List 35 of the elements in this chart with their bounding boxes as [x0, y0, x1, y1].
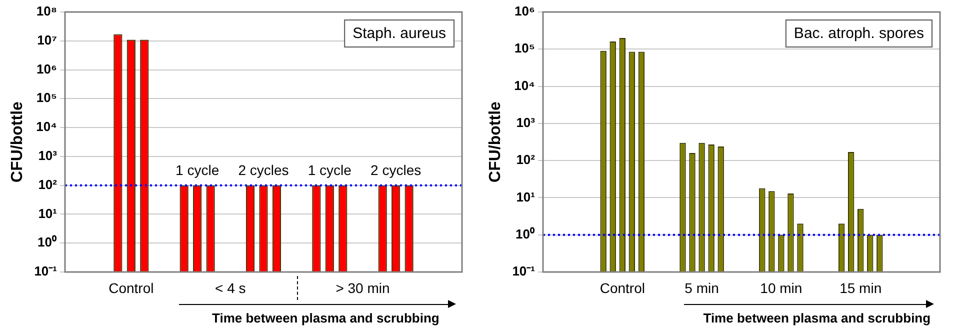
y-tick-label: 10¹ — [38, 206, 57, 221]
text: < 4 s — [215, 280, 246, 296]
x-axis-title: Time between plasma and scrubbing — [212, 310, 440, 326]
x-tick-label: Control — [108, 280, 154, 296]
y-axis-title: CFU/bottle — [9, 101, 26, 182]
y-tick-label: 10⁸ — [36, 4, 57, 19]
y-tick-label: 10³ — [38, 148, 58, 164]
y-axis-title: CFU/bottle — [487, 101, 504, 182]
annotation: 2 cycles — [238, 162, 289, 178]
annotation: 1 cycle — [308, 162, 352, 178]
y-tick-label: 10⁰ — [516, 226, 535, 242]
y-tick-label: 10² — [38, 176, 58, 192]
y-tick-label: 10⁴ — [514, 78, 535, 93]
x-axis-title: Time between plasma and scrubbing — [703, 310, 931, 326]
y-tick-label: 10⁻¹ — [34, 264, 57, 279]
annotation: 1 cycle — [176, 162, 220, 178]
y-tick-label: 10² — [516, 152, 536, 168]
y-tick-label: 10⁶ — [514, 4, 535, 19]
y-tick-label: 10⁵ — [514, 40, 535, 56]
y-tick-label: 10⁴ — [36, 119, 57, 134]
y-tick-label: 10⁶ — [36, 61, 57, 76]
annotation: 2 cycles — [370, 162, 422, 178]
y-tick-label: 10⁰ — [38, 234, 57, 250]
y-tick-label: 10⁷ — [37, 32, 57, 48]
x-tick-label: Control — [600, 280, 645, 296]
y-tick-label: 10¹ — [516, 189, 535, 204]
text: Bac. atroph. spores — [794, 25, 924, 42]
x-tick-label: 5 min — [684, 280, 719, 296]
x-tick-label: 15 min — [840, 280, 882, 296]
y-tick-label: 10⁻¹ — [512, 264, 535, 279]
y-tick-label: 10³ — [516, 115, 536, 130]
text: > 30 min — [336, 280, 390, 296]
y-tick-label: 10⁵ — [36, 90, 57, 106]
text: Staph. aureus — [352, 25, 446, 42]
x-tick-label: 10 min — [760, 280, 802, 296]
